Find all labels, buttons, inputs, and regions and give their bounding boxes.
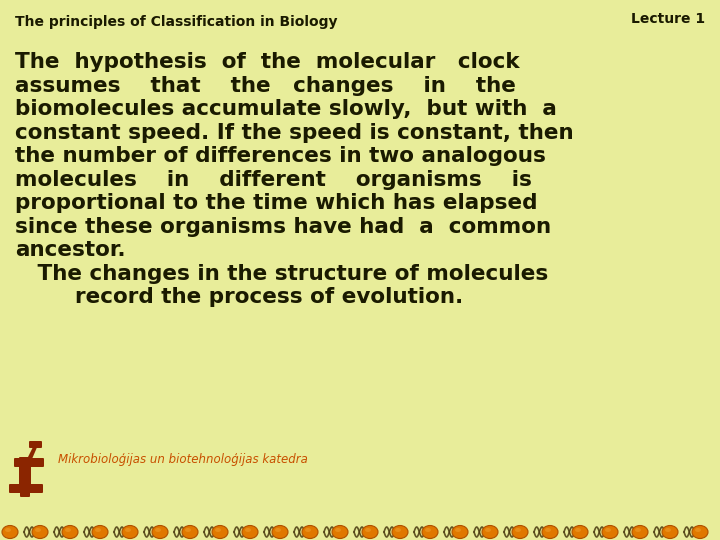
Ellipse shape [215, 528, 221, 532]
Polygon shape [27, 445, 38, 459]
Ellipse shape [455, 528, 461, 532]
Ellipse shape [665, 528, 671, 532]
Ellipse shape [425, 528, 431, 532]
Ellipse shape [302, 525, 318, 538]
Ellipse shape [122, 525, 138, 538]
Ellipse shape [602, 525, 618, 538]
Ellipse shape [635, 528, 641, 532]
Ellipse shape [362, 525, 378, 538]
Text: Lecture 1: Lecture 1 [631, 12, 705, 26]
Ellipse shape [332, 525, 348, 538]
Ellipse shape [632, 525, 648, 538]
Ellipse shape [605, 528, 611, 532]
Ellipse shape [422, 525, 438, 538]
Ellipse shape [125, 528, 131, 532]
Ellipse shape [512, 525, 528, 538]
Ellipse shape [545, 528, 551, 532]
FancyBboxPatch shape [29, 441, 42, 448]
Ellipse shape [452, 525, 468, 538]
Ellipse shape [152, 525, 168, 538]
Ellipse shape [335, 528, 341, 532]
Ellipse shape [62, 525, 78, 538]
Ellipse shape [392, 525, 408, 538]
Ellipse shape [242, 525, 258, 538]
Ellipse shape [305, 528, 311, 532]
Ellipse shape [185, 528, 191, 532]
Text: The  hypothesis  of  the  molecular   clock
assumes    that    the   changes    : The hypothesis of the molecular clock as… [15, 52, 574, 307]
Ellipse shape [695, 528, 701, 532]
Ellipse shape [482, 525, 498, 538]
Text: Mikrobioloģijas un biotehnoloģijas katedra: Mikrobioloģijas un biotehnoloģijas kated… [58, 454, 308, 467]
Ellipse shape [245, 528, 251, 532]
Text: The principles of Classification in Biology: The principles of Classification in Biol… [15, 15, 338, 29]
Ellipse shape [395, 528, 401, 532]
Ellipse shape [155, 528, 161, 532]
Ellipse shape [2, 525, 18, 538]
FancyBboxPatch shape [19, 457, 31, 487]
Ellipse shape [182, 525, 198, 538]
Ellipse shape [35, 528, 41, 532]
Ellipse shape [692, 525, 708, 538]
Ellipse shape [92, 525, 108, 538]
Ellipse shape [65, 528, 71, 532]
FancyBboxPatch shape [9, 484, 43, 493]
FancyBboxPatch shape [20, 487, 30, 497]
Ellipse shape [95, 528, 101, 532]
FancyBboxPatch shape [14, 458, 44, 467]
Ellipse shape [5, 528, 11, 532]
Ellipse shape [275, 528, 281, 532]
Ellipse shape [212, 525, 228, 538]
Ellipse shape [662, 525, 678, 538]
Ellipse shape [485, 528, 491, 532]
Ellipse shape [365, 528, 371, 532]
Ellipse shape [572, 525, 588, 538]
Ellipse shape [575, 528, 581, 532]
Ellipse shape [542, 525, 558, 538]
Ellipse shape [272, 525, 288, 538]
Ellipse shape [515, 528, 521, 532]
Ellipse shape [32, 525, 48, 538]
